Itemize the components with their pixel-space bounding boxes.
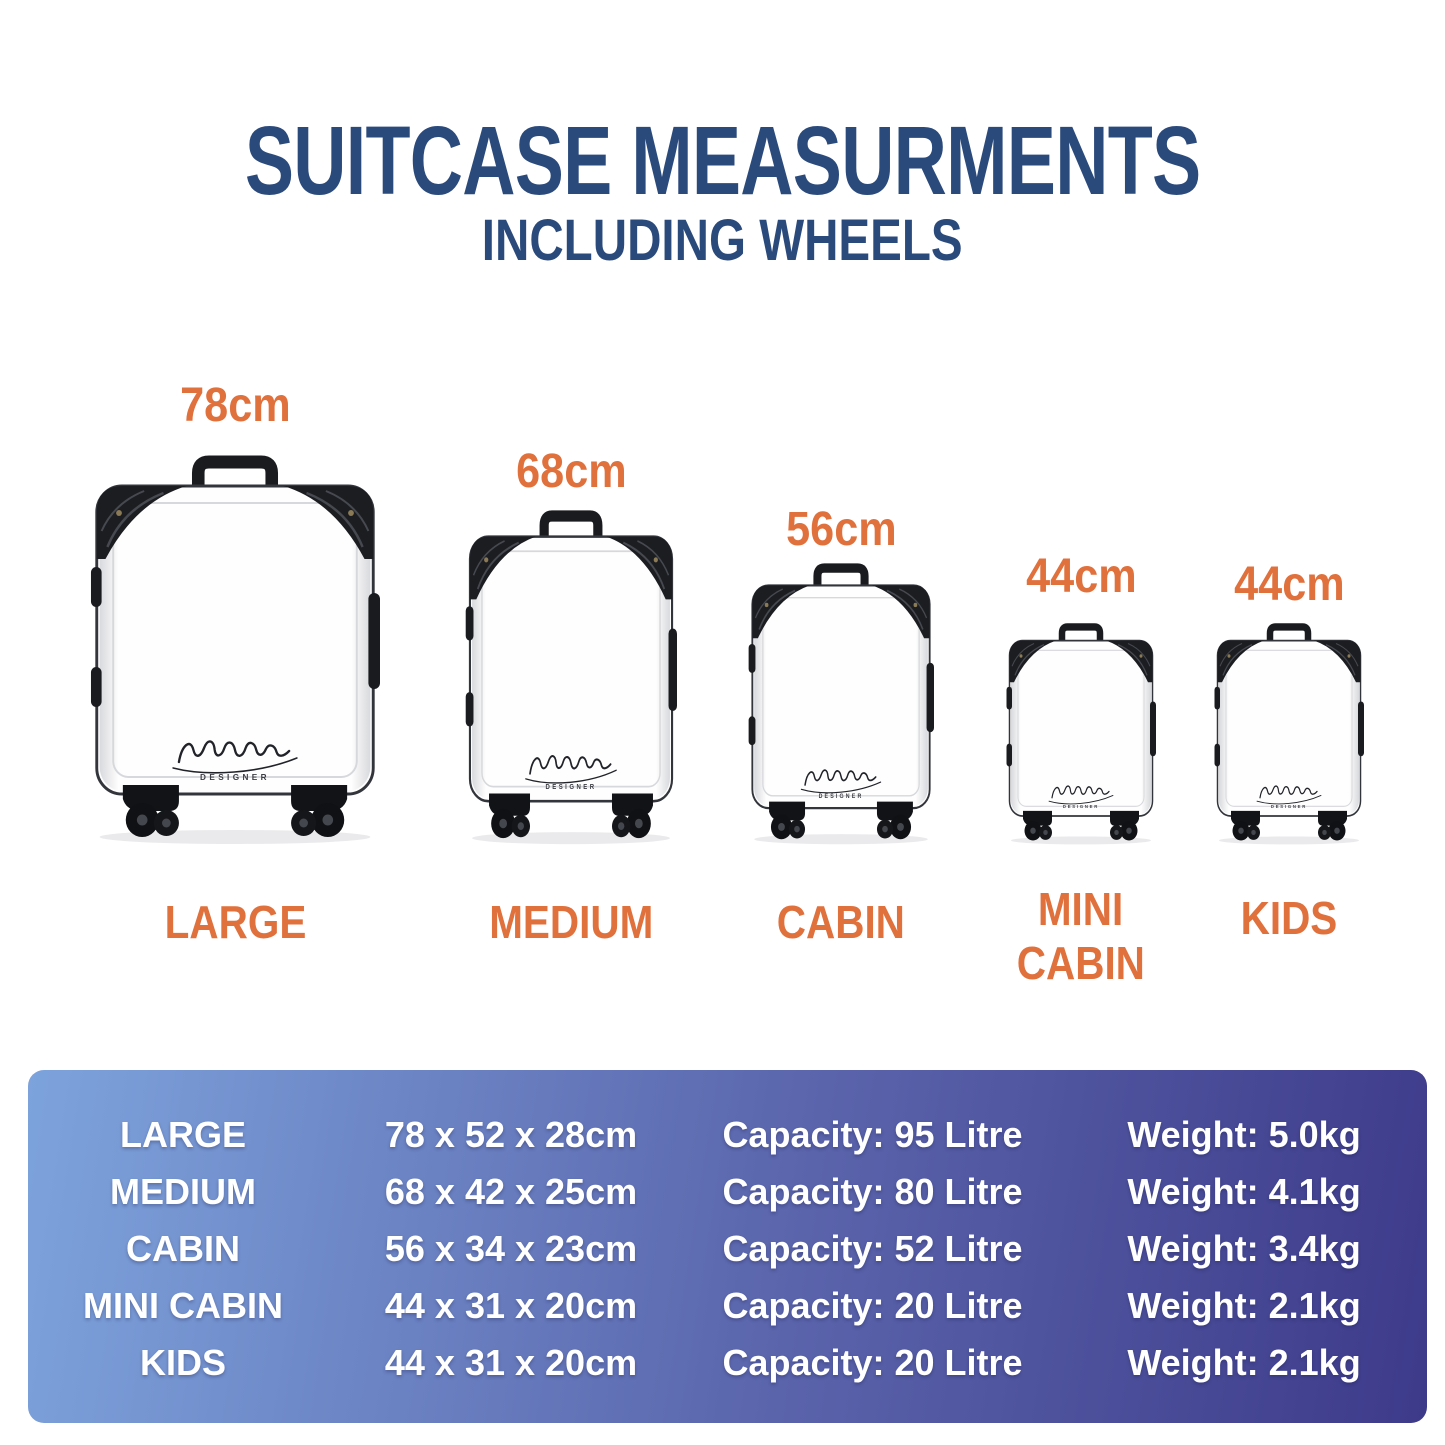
height-label-medium: 68cm xyxy=(515,445,627,498)
height-label-large: 78cm xyxy=(179,379,291,432)
spec-weight: Weight: 2.1kg xyxy=(1127,1284,1361,1326)
height-label-kids: 44cm xyxy=(1233,558,1345,611)
size-name-mini-line2: CABIN xyxy=(1016,937,1146,989)
suitcase-medium-illustration xyxy=(465,510,677,845)
spec-dimensions: 78 x 52 x 28cm xyxy=(384,1113,638,1155)
spec-size-name: KIDS xyxy=(139,1341,226,1383)
size-name-mini-line1: MINI xyxy=(1038,883,1124,935)
table-row-mini-cabin: MINI CABIN 44 x 31 x 20cm Capacity: 20 L… xyxy=(28,1277,1427,1334)
spec-dimensions: 44 x 31 x 20cm xyxy=(384,1341,638,1383)
size-name-medium: MEDIUM xyxy=(488,896,654,948)
spec-weight: Weight: 3.4kg xyxy=(1127,1227,1361,1269)
size-name-large: LARGE xyxy=(164,896,306,948)
spec-dimensions: 68 x 42 x 25cm xyxy=(384,1170,638,1212)
spec-weight: Weight: 4.1kg xyxy=(1127,1170,1361,1212)
spec-weight: Weight: 5.0kg xyxy=(1127,1113,1361,1155)
page-subtitle: INCLUDING WHEELS xyxy=(482,208,963,273)
table-row-large: LARGE 78 x 52 x 28cm Capacity: 95 Litre … xyxy=(28,1106,1427,1163)
suitcase-kids-illustration xyxy=(1214,623,1364,845)
height-label-cabin: 56cm xyxy=(785,503,897,556)
table-row-cabin: CABIN 56 x 34 x 23cm Capacity: 52 Litre … xyxy=(28,1220,1427,1277)
spec-weight: Weight: 2.1kg xyxy=(1127,1341,1361,1383)
height-label-mini-cabin: 44cm xyxy=(1025,550,1137,603)
spec-size-name: LARGE xyxy=(120,1113,246,1155)
spec-capacity: Capacity: 20 Litre xyxy=(722,1341,1023,1383)
suitcase-large-illustration xyxy=(90,455,380,845)
suitcase-mini-cabin-illustration xyxy=(1006,623,1156,845)
spec-size-name: CABIN xyxy=(126,1227,240,1269)
spec-dimensions: 56 x 34 x 23cm xyxy=(384,1227,638,1269)
spec-capacity: Capacity: 52 Litre xyxy=(722,1227,1023,1269)
page-title: SUITCASE MEASURMENTS xyxy=(244,106,1201,215)
spec-dimensions: 44 x 31 x 20cm xyxy=(384,1284,638,1326)
suitcase-cabin-illustration xyxy=(748,563,934,845)
size-name-kids: KIDS xyxy=(1240,892,1338,944)
spec-capacity: Capacity: 80 Litre xyxy=(722,1170,1023,1212)
table-row-kids: KIDS 44 x 31 x 20cm Capacity: 20 Litre W… xyxy=(28,1334,1427,1391)
spec-table: LARGE 78 x 52 x 28cm Capacity: 95 Litre … xyxy=(28,1070,1427,1423)
size-name-cabin: CABIN xyxy=(776,896,906,948)
spec-size-name: MINI CABIN xyxy=(83,1284,283,1326)
spec-capacity: Capacity: 95 Litre xyxy=(722,1113,1023,1155)
spec-capacity: Capacity: 20 Litre xyxy=(722,1284,1023,1326)
table-row-medium: MEDIUM 68 x 42 x 25cm Capacity: 80 Litre… xyxy=(28,1163,1427,1220)
spec-size-name: MEDIUM xyxy=(110,1170,256,1212)
